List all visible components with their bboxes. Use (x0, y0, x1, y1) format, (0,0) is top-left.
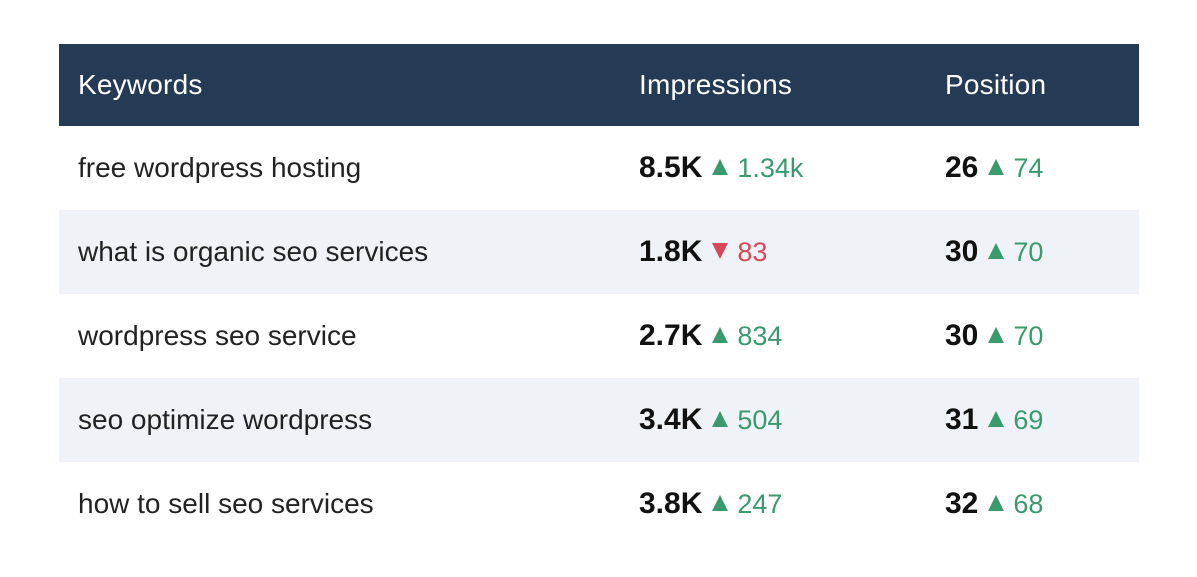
position-cell: 31 69 (925, 403, 1139, 437)
position-delta: 74 (988, 153, 1043, 184)
triangle-up-icon (988, 243, 1005, 259)
impressions-delta-value: 1.34k (737, 153, 804, 183)
position-delta-value: 74 (1013, 153, 1044, 183)
impressions-delta: 834 (712, 321, 782, 352)
keyword-cell: wordpress seo service (59, 320, 619, 352)
position-value: 30 (945, 235, 979, 268)
table-row[interactable]: free wordpress hosting 8.5K 1.34k 26 74 (59, 126, 1139, 210)
triangle-up-icon (712, 327, 729, 343)
position-delta-value: 69 (1013, 405, 1044, 435)
impressions-cell: 3.4K 504 (619, 403, 925, 437)
impressions-delta: 1.34k (712, 153, 803, 184)
position-cell: 30 70 (925, 319, 1139, 353)
table-row[interactable]: wordpress seo service 2.7K 834 30 70 (59, 294, 1139, 378)
impressions-cell: 2.7K 834 (619, 319, 925, 353)
position-cell: 32 68 (925, 487, 1139, 521)
table-row[interactable]: how to sell seo services 3.8K 247 32 68 (59, 462, 1139, 546)
position-delta-value: 68 (1013, 489, 1044, 519)
impressions-delta-value: 83 (737, 237, 768, 267)
table-row[interactable]: seo optimize wordpress 3.4K 504 31 69 (59, 378, 1139, 462)
header-keywords[interactable]: Keywords (78, 69, 203, 100)
keyword-text: wordpress seo service (78, 320, 357, 351)
keywords-table: Keywords Impressions Position free wordp… (59, 44, 1139, 546)
triangle-up-icon (988, 159, 1005, 175)
position-delta-value: 70 (1013, 321, 1044, 351)
triangle-up-icon (988, 327, 1005, 343)
impressions-cell: 3.8K 247 (619, 487, 925, 521)
impressions-cell: 8.5K 1.34k (619, 151, 925, 185)
table-header: Keywords Impressions Position (59, 44, 1139, 126)
triangle-up-icon (988, 411, 1005, 427)
impressions-delta: 504 (712, 405, 782, 436)
position-delta: 70 (988, 237, 1043, 268)
keyword-cell: what is organic seo services (59, 236, 619, 268)
keyword-text: free wordpress hosting (78, 152, 362, 183)
header-position[interactable]: Position (945, 69, 1047, 100)
impressions-cell: 1.8K 83 (619, 235, 925, 269)
impressions-value: 3.8K (639, 487, 703, 520)
position-value: 31 (945, 403, 979, 436)
header-impressions[interactable]: Impressions (639, 69, 793, 100)
position-delta-value: 70 (1013, 237, 1044, 267)
triangle-down-icon (712, 243, 729, 259)
position-value: 26 (945, 151, 979, 184)
keyword-text: how to sell seo services (78, 488, 374, 519)
impressions-delta-value: 247 (737, 489, 783, 519)
triangle-up-icon (712, 159, 729, 175)
position-delta: 70 (988, 321, 1043, 352)
impressions-value: 1.8K (639, 235, 703, 268)
impressions-delta-value: 504 (737, 405, 783, 435)
impressions-value: 8.5K (639, 151, 703, 184)
impressions-delta-value: 834 (737, 321, 783, 351)
impressions-delta: 247 (712, 489, 782, 520)
position-delta: 69 (988, 405, 1043, 436)
triangle-up-icon (712, 411, 729, 427)
impressions-value: 2.7K (639, 319, 703, 352)
keyword-text: what is organic seo services (78, 236, 429, 267)
keyword-cell: how to sell seo services (59, 488, 619, 520)
position-cell: 26 74 (925, 151, 1139, 185)
triangle-up-icon (712, 495, 729, 511)
position-cell: 30 70 (925, 235, 1139, 269)
impressions-value: 3.4K (639, 403, 703, 436)
position-delta: 68 (988, 489, 1043, 520)
position-value: 32 (945, 487, 979, 520)
keyword-text: seo optimize wordpress (78, 404, 373, 435)
impressions-delta: 83 (712, 237, 767, 268)
keyword-cell: seo optimize wordpress (59, 404, 619, 436)
position-value: 30 (945, 319, 979, 352)
table-row[interactable]: what is organic seo services 1.8K 83 30 … (59, 210, 1139, 294)
triangle-up-icon (988, 495, 1005, 511)
keyword-cell: free wordpress hosting (59, 152, 619, 184)
